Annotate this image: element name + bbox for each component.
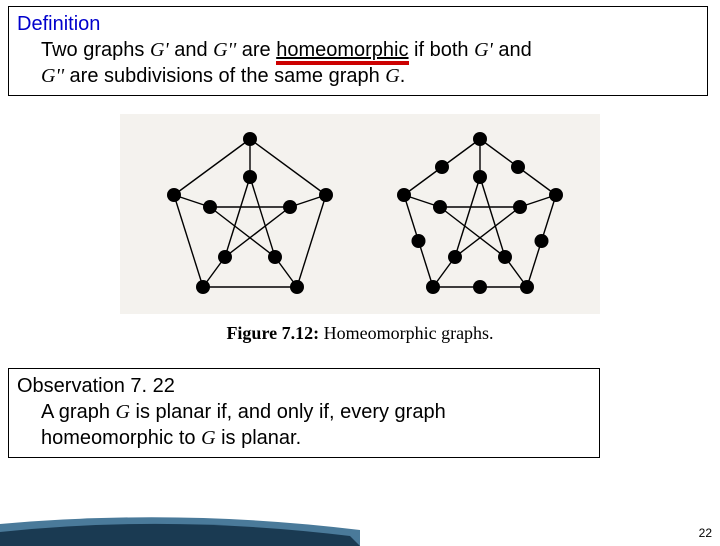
g-prime: G' [474, 39, 493, 61]
def-text: and [493, 39, 532, 61]
def-text: are [236, 39, 276, 61]
obs-text: is planar if, and only if, every graph [130, 401, 446, 423]
page-number: 22 [699, 526, 712, 540]
keyword-text: homeomorphic [276, 39, 408, 61]
observation-body: A graph G is planar if, and only if, eve… [17, 399, 591, 451]
definition-box: Definition Two graphs G' and G'' are hom… [8, 6, 708, 96]
def-text: are subdivisions of the same graph [64, 65, 385, 87]
g-double-prime: G'' [41, 65, 64, 87]
g: G [385, 65, 399, 87]
g: G [116, 401, 130, 423]
obs-text: homeomorphic to [41, 427, 201, 449]
keyword-homeomorphic: homeomorphic [276, 37, 408, 63]
observation-box: Observation 7. 22 A graph G is planar if… [8, 368, 600, 458]
homeomorphic-graphs-figure [120, 114, 600, 314]
caption-label: Figure 7.12: [226, 323, 319, 343]
def-text: Two graphs [41, 39, 150, 61]
definition-body: Two graphs G' and G'' are homeomorphic i… [17, 37, 699, 89]
observation-title: Observation 7. 22 [17, 373, 591, 399]
figure-caption: Figure 7.12: Homeomorphic graphs. [0, 323, 720, 344]
caption-text: Homeomorphic graphs. [319, 323, 493, 343]
g-prime: G' [150, 39, 169, 61]
g: G [201, 427, 215, 449]
figure-area: Figure 7.12: Homeomorphic graphs. [0, 114, 720, 344]
g-double-prime: G'' [213, 39, 236, 61]
slide-swoosh-decoration [0, 506, 360, 546]
def-text: . [400, 65, 406, 87]
definition-title: Definition [17, 11, 699, 37]
def-text: and [169, 39, 213, 61]
def-text: if both [409, 39, 475, 61]
obs-text: is planar. [216, 427, 302, 449]
red-underline [276, 61, 408, 65]
obs-text: A graph [41, 401, 116, 423]
